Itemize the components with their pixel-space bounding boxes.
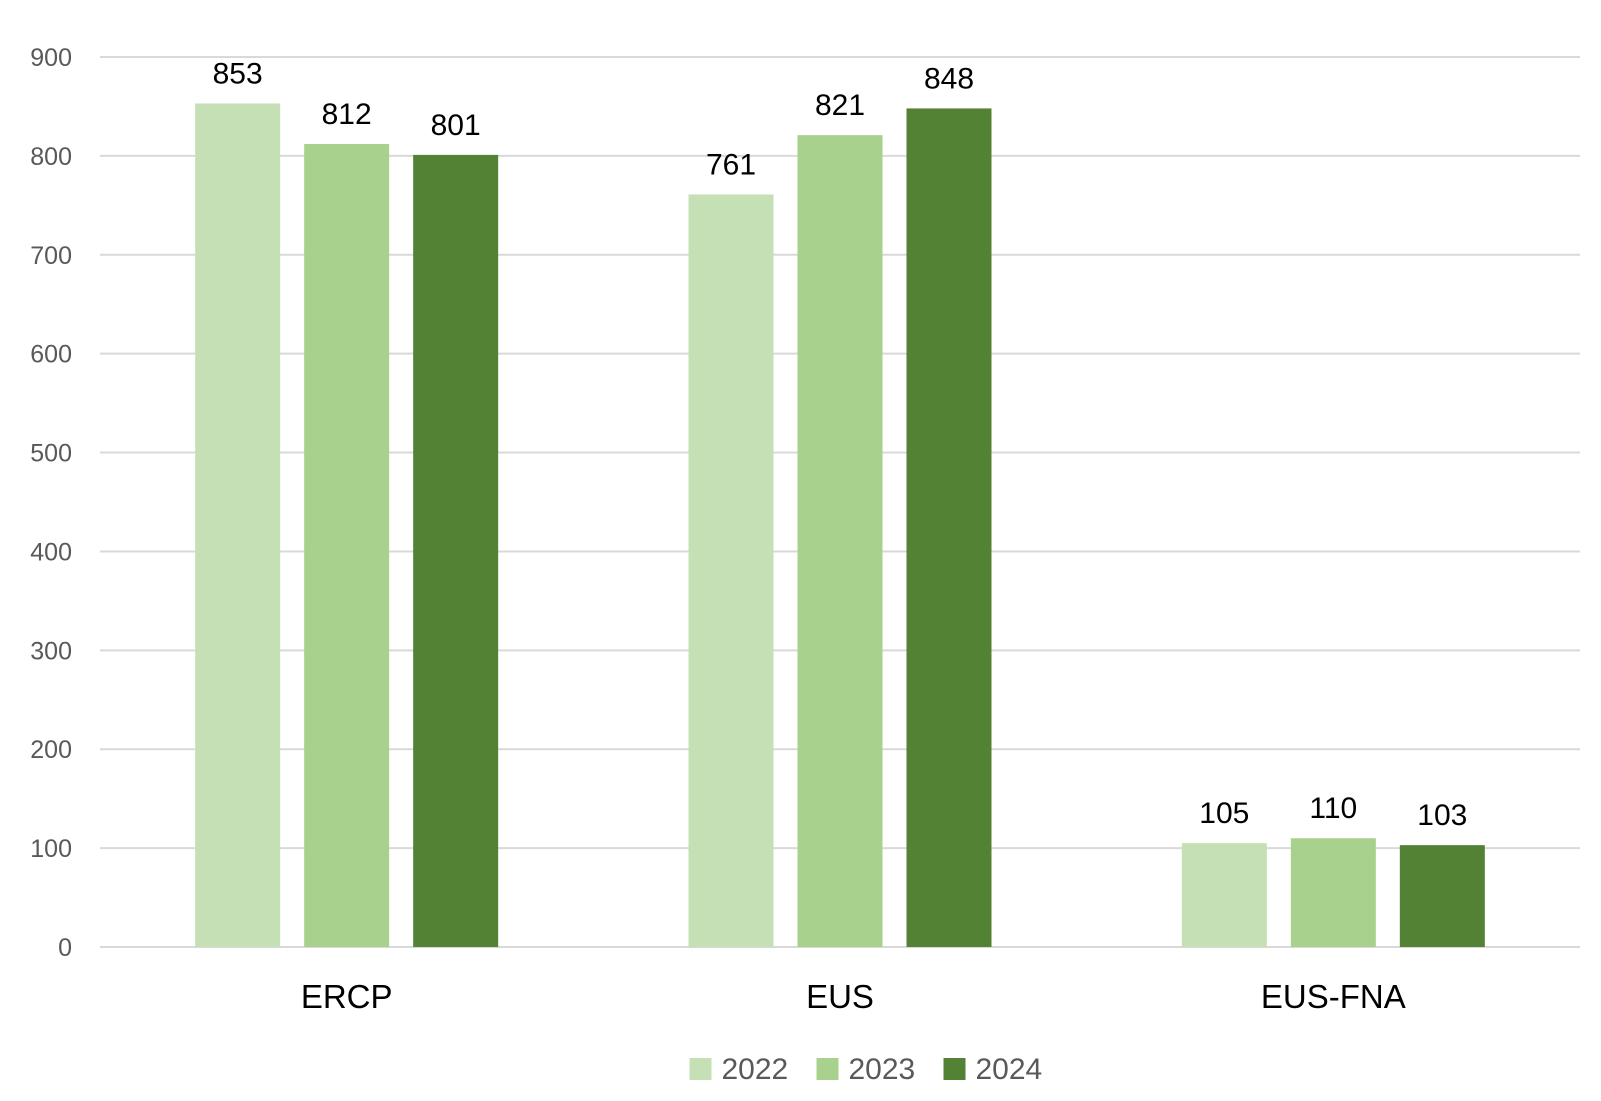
data-label: 110 — [1309, 792, 1357, 825]
bar-eus-fna-2024 — [1399, 845, 1485, 947]
data-label: 801 — [431, 109, 481, 142]
data-label: 848 — [924, 62, 974, 95]
y-tick-label: 700 — [30, 242, 72, 270]
bar-eus-fna-2022 — [1181, 843, 1267, 947]
data-label: 821 — [815, 89, 865, 122]
data-label: 812 — [322, 98, 372, 131]
x-tick-label: EUS-FNA — [1261, 978, 1406, 1015]
bars — [195, 103, 1485, 948]
data-labels: 853 812 801 761 821 848 105 110 103 — [213, 57, 1468, 832]
legend-label: 2024 — [976, 1053, 1043, 1086]
legend-swatch-2023 — [816, 1058, 839, 1080]
legend-label: 2022 — [722, 1053, 789, 1086]
data-label: 761 — [706, 148, 756, 181]
data-label: 853 — [213, 57, 263, 90]
y-tick-label: 600 — [30, 341, 72, 369]
y-tick-label: 800 — [30, 143, 72, 171]
y-axis: 0 100 200 300 400 500 600 700 800 900 — [30, 44, 72, 962]
x-tick-label: ERCP — [301, 978, 393, 1015]
legend: 2022 2023 2024 — [689, 1053, 1043, 1086]
bar-ercp-2024 — [413, 154, 499, 947]
y-tick-label: 900 — [30, 44, 72, 72]
bar-eus-2023 — [797, 135, 883, 948]
bar-ercp-2023 — [304, 144, 390, 947]
data-label: 103 — [1417, 799, 1467, 832]
x-tick-label: EUS — [806, 978, 874, 1015]
bar-eus-2024 — [906, 108, 992, 947]
y-tick-label: 0 — [58, 934, 72, 962]
legend-label: 2023 — [849, 1053, 916, 1086]
x-axis: ERCP EUS EUS-FNA — [301, 978, 1406, 1015]
legend-swatch-2024 — [943, 1058, 966, 1080]
legend-swatch-2022 — [689, 1058, 712, 1080]
bar-ercp-2022 — [195, 103, 281, 947]
bar-eus-2022 — [688, 194, 774, 947]
y-tick-label: 100 — [30, 835, 72, 863]
y-tick-label: 400 — [30, 538, 72, 566]
bar-eus-fna-2023 — [1290, 838, 1376, 947]
y-tick-label: 500 — [30, 440, 72, 468]
y-tick-label: 200 — [30, 736, 72, 764]
y-tick-label: 300 — [30, 637, 72, 665]
data-label: 105 — [1199, 797, 1249, 830]
